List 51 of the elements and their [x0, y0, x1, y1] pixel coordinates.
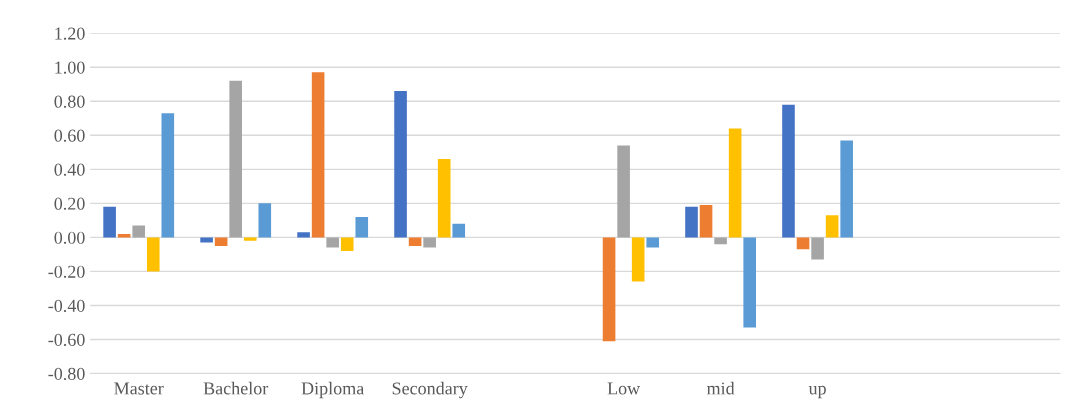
y-tick-label: 0.80 [54, 95, 85, 108]
bar [326, 237, 339, 248]
y-tick-label: 0.60 [54, 129, 85, 142]
bar [646, 237, 660, 248]
y-tick-label: 0.00 [54, 231, 85, 244]
y-tick-label: -0.40 [48, 299, 85, 312]
bar [437, 159, 451, 238]
bar [103, 206, 116, 238]
bar [714, 237, 727, 245]
bar [728, 128, 742, 238]
y-tick-label: 0.40 [54, 163, 85, 176]
x-tick-label: Diploma [301, 381, 365, 399]
y-tick-label: -0.20 [48, 265, 85, 278]
x-tick-label: up [808, 385, 826, 399]
bar [394, 91, 407, 238]
x-tick-label: Secondary [392, 381, 468, 399]
bar [355, 216, 369, 238]
bar [617, 145, 630, 238]
bar [161, 113, 175, 238]
bar [840, 140, 853, 238]
bar [146, 237, 160, 272]
bar [685, 206, 698, 238]
bar [229, 80, 242, 238]
bar [214, 237, 228, 246]
x-tick-label: Low [607, 382, 641, 395]
bar [311, 72, 325, 238]
y-tick-label: -0.80 [48, 367, 85, 381]
bar [297, 232, 310, 238]
y-tick-label: -0.60 [48, 333, 85, 346]
bar [811, 237, 824, 260]
y-tick-label: 0.20 [54, 197, 85, 210]
x-tick-label: mid [706, 381, 735, 395]
x-tick-label: Bachelor [203, 381, 269, 395]
bar [200, 237, 213, 243]
x-tick-label: Master [114, 382, 164, 395]
bar [631, 237, 645, 282]
bar [825, 215, 839, 238]
bar [452, 223, 466, 238]
bar [699, 205, 713, 238]
bar [782, 104, 795, 238]
y-tick-label: 1.00 [55, 61, 85, 74]
bar [423, 237, 436, 248]
bar [408, 237, 422, 246]
y-tick-label: 1.20 [55, 27, 85, 40]
bar [796, 237, 810, 250]
bar [132, 225, 146, 238]
bar [258, 203, 272, 238]
bar [243, 237, 257, 241]
bar [743, 237, 756, 328]
bar [340, 237, 354, 251]
bar [602, 237, 616, 342]
